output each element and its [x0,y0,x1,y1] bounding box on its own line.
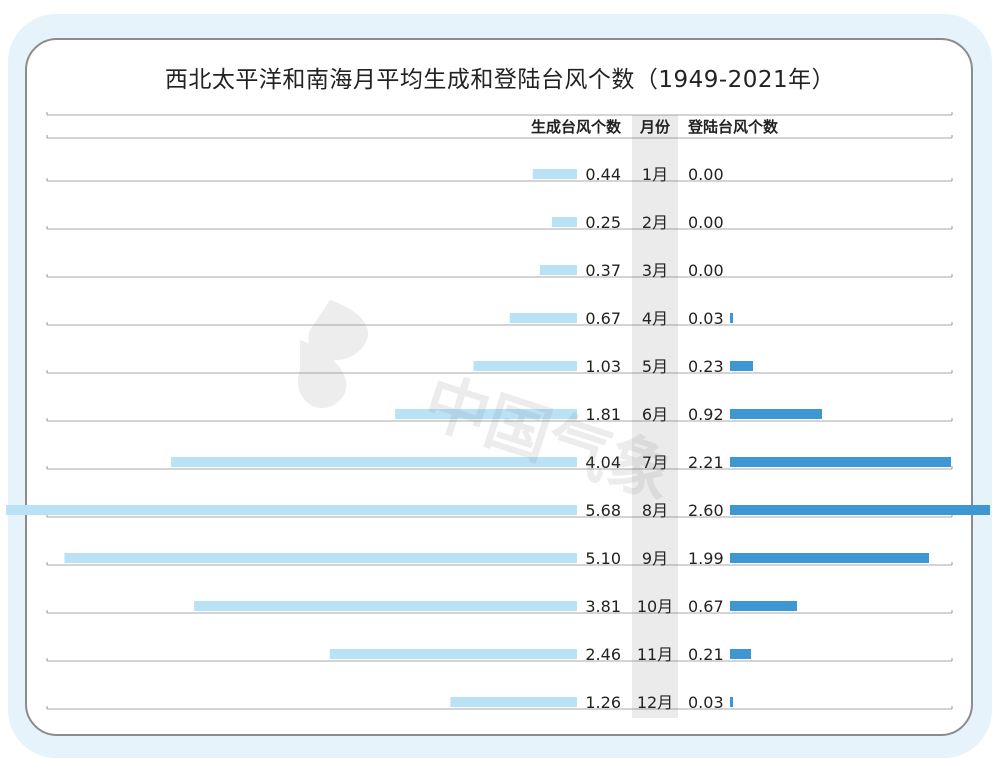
formation-bar-7 [170,457,578,467]
formation-value-label: 2.46 [585,645,621,664]
month-label: 2月 [642,213,668,232]
landfall-bar-6 [730,409,822,419]
landfall-value-label: 2.21 [688,453,724,472]
landfall-bar-10 [730,601,797,611]
landfall-value-label: 0.92 [688,405,724,424]
formation-value-label: 1.81 [585,405,621,424]
month-label: 11月 [637,645,673,664]
inner-frame [25,38,973,736]
landfall-value-label: 0.67 [688,597,724,616]
landfall-bar-8 [730,505,990,515]
landfall-value-label: 0.00 [688,261,724,280]
bars [6,169,990,707]
landfall-bar-7 [730,457,951,467]
landfall-value-label: 0.03 [688,693,724,712]
month-label: 3月 [642,261,668,280]
landfall-value-label: 0.00 [688,213,724,232]
landfall-bar-4 [730,313,733,323]
formation-bar-5 [473,361,577,371]
header-month: 月份 [639,118,671,136]
formation-bar-2 [551,217,577,227]
landfall-bar-5 [730,361,753,371]
labels: 0.44 1月 0.00 0.25 2月 0.00 0.37 3月 0.00 0.67 4月 0.03… [585,165,723,712]
month-label: 1月 [642,165,668,184]
formation-value-label: 0.67 [585,309,621,328]
formation-value-label: 5.10 [585,549,621,568]
formation-value-label: 0.37 [585,261,621,280]
formation-value-label: 3.81 [585,597,621,616]
column-headers: 生成台风个数 月份 登陆台风个数 [531,118,779,136]
chart-title: 西北太平洋和南海月平均生成和登陆台风个数（1949-2021年） [164,67,836,93]
landfall-bar-11 [730,649,751,659]
landfall-bar-12 [730,697,733,707]
landfall-value-label: 1.99 [688,549,724,568]
watermark: 中国气象 [298,300,681,514]
formation-value-label: 4.04 [585,453,621,472]
month-label: 10月 [637,597,673,616]
landfall-bar-9 [730,553,929,563]
month-label: 12月 [637,693,673,712]
month-label: 7月 [642,453,668,472]
formation-bar-6 [395,409,577,419]
formation-bar-9 [64,553,577,563]
month-label: 9月 [642,549,668,568]
formation-value-label: 1.03 [585,357,621,376]
landfall-value-label: 0.23 [688,357,724,376]
formation-value-label: 5.68 [585,501,621,520]
formation-bar-8 [6,505,578,515]
month-label: 8月 [642,501,668,520]
header-formation: 生成台风个数 [531,118,622,136]
month-label: 5月 [642,357,668,376]
formation-bar-1 [532,169,577,179]
formation-bar-10 [194,601,577,611]
landfall-value-label: 0.00 [688,165,724,184]
formation-value-label: 0.44 [585,165,621,184]
landfall-value-label: 0.03 [688,309,724,328]
formation-value-label: 0.25 [585,213,621,232]
landfall-value-label: 0.21 [688,645,724,664]
formation-value-label: 1.26 [585,693,621,712]
header-landfall: 登陆台风个数 [687,118,779,136]
month-column-band [632,115,678,718]
formation-bar-12 [450,697,577,707]
month-column-bg [632,115,678,718]
month-label: 4月 [642,309,668,328]
formation-bar-4 [509,313,577,323]
landfall-value-label: 2.60 [688,501,724,520]
gridlines [46,112,953,710]
formation-bar-11 [329,649,577,659]
month-label: 6月 [642,405,668,424]
formation-bar-3 [539,265,577,275]
watermark-logo-icon [298,300,369,409]
